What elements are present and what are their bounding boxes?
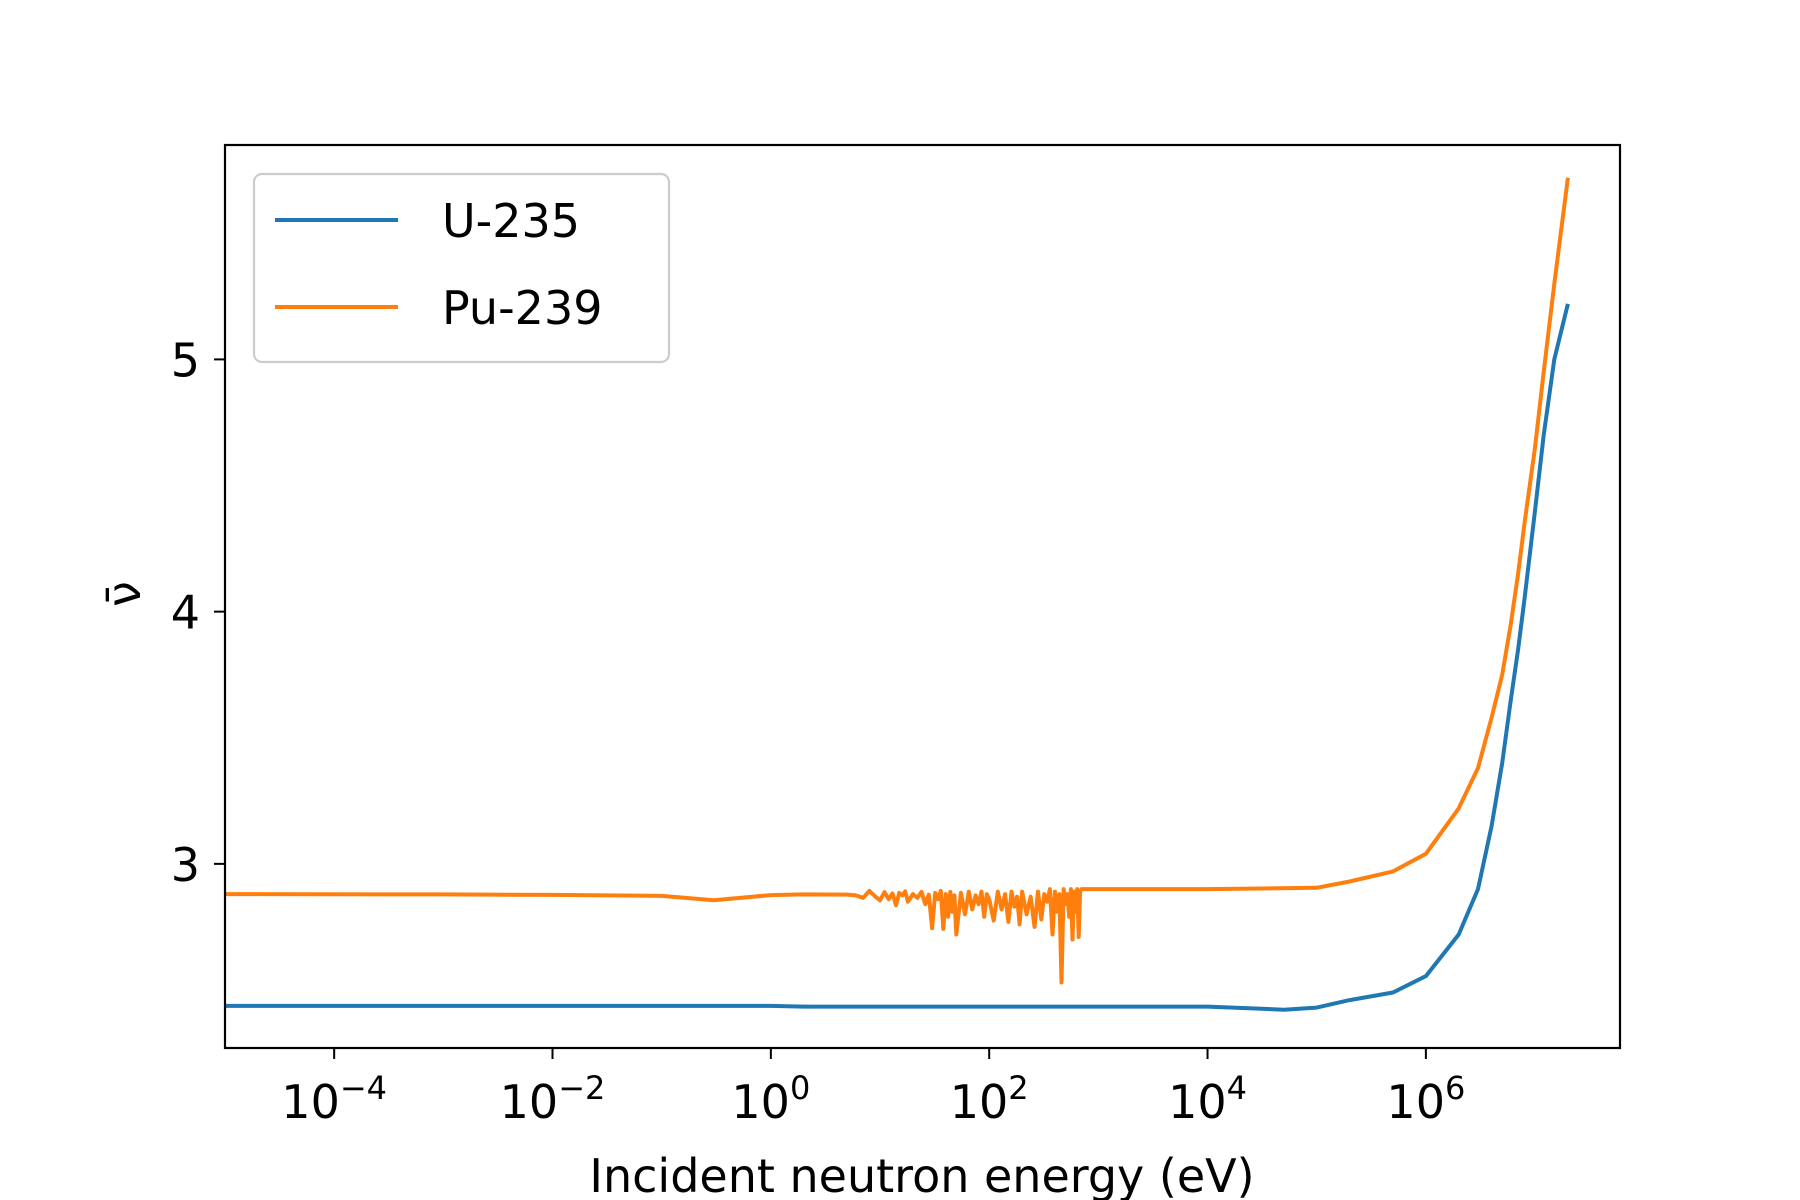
legend-label-pu239: Pu-239: [442, 281, 602, 335]
x-tick-label: 100: [731, 1069, 810, 1129]
y-tick-label: 3: [171, 838, 200, 892]
x-tick-label: 102: [950, 1069, 1029, 1129]
x-tick-label: 10−4: [281, 1069, 387, 1129]
series-line-pu239: [224, 177, 1570, 985]
series-layer: [224, 177, 1570, 1012]
y-tick-label: 4: [171, 586, 200, 640]
x-tick-label: 10−2: [500, 1069, 606, 1129]
x-tick-label: 104: [1168, 1069, 1247, 1129]
ticks-layer: 10−4 10−2 100 102 104 106 3 4 5: [171, 333, 1466, 1129]
x-tick-label: 106: [1386, 1069, 1465, 1129]
x-axis-label: Incident neutron energy (eV): [589, 1149, 1254, 1200]
legend: U-235 Pu-239: [252, 172, 671, 364]
y-axis-label: ν̄: [97, 581, 151, 607]
legend-label-u235: U-235: [442, 194, 580, 248]
series-line-u235: [225, 303, 1570, 1012]
y-tick-label: 5: [171, 333, 200, 387]
plot-frame: [223, 143, 1622, 1050]
